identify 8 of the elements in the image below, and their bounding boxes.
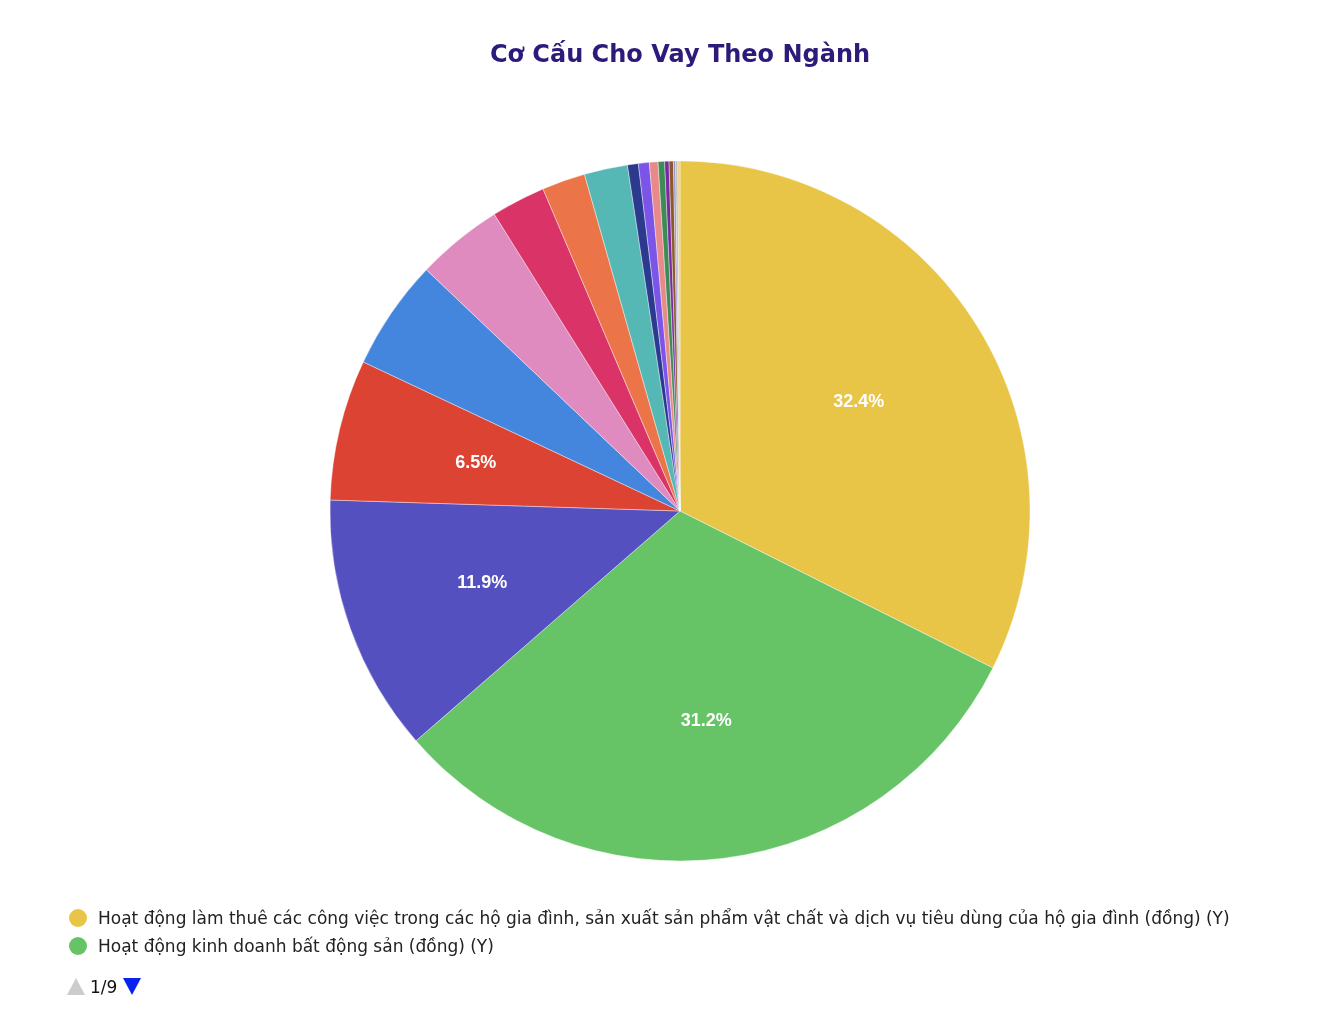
legend-label: Hoạt động kinh doanh bất động sản (đồng) (Y) <box>98 935 494 956</box>
data-label: 6.5% <box>455 452 497 473</box>
data-label: 11.9% <box>457 571 508 592</box>
text: 1/9 <box>90 976 118 997</box>
data-label: 31.2% <box>680 709 732 730</box>
legend-label: Hoạt động làm thuê các công việc trong các hộ gia đình, sản xuất sản phẩm vật chất và dịch vụ tiêu dùng của hộ gia đình (đồng) (Y) <box>98 907 1230 928</box>
data-label: 32.4% <box>833 391 885 412</box>
chart-title: Cơ Cấu Cho Vay Theo Ngành <box>489 40 871 68</box>
